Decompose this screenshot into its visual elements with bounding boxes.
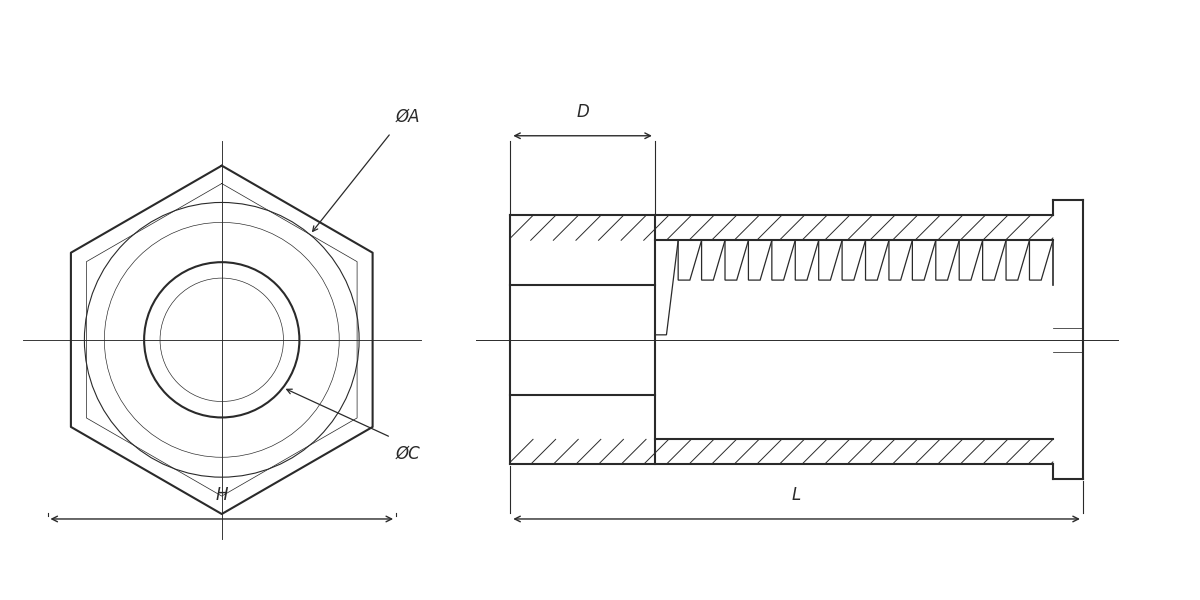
Text: ØA: ØA xyxy=(396,108,420,126)
Text: D: D xyxy=(576,103,589,121)
Text: H: H xyxy=(216,486,228,504)
Text: L: L xyxy=(792,486,802,504)
Text: ØC: ØC xyxy=(396,445,421,463)
